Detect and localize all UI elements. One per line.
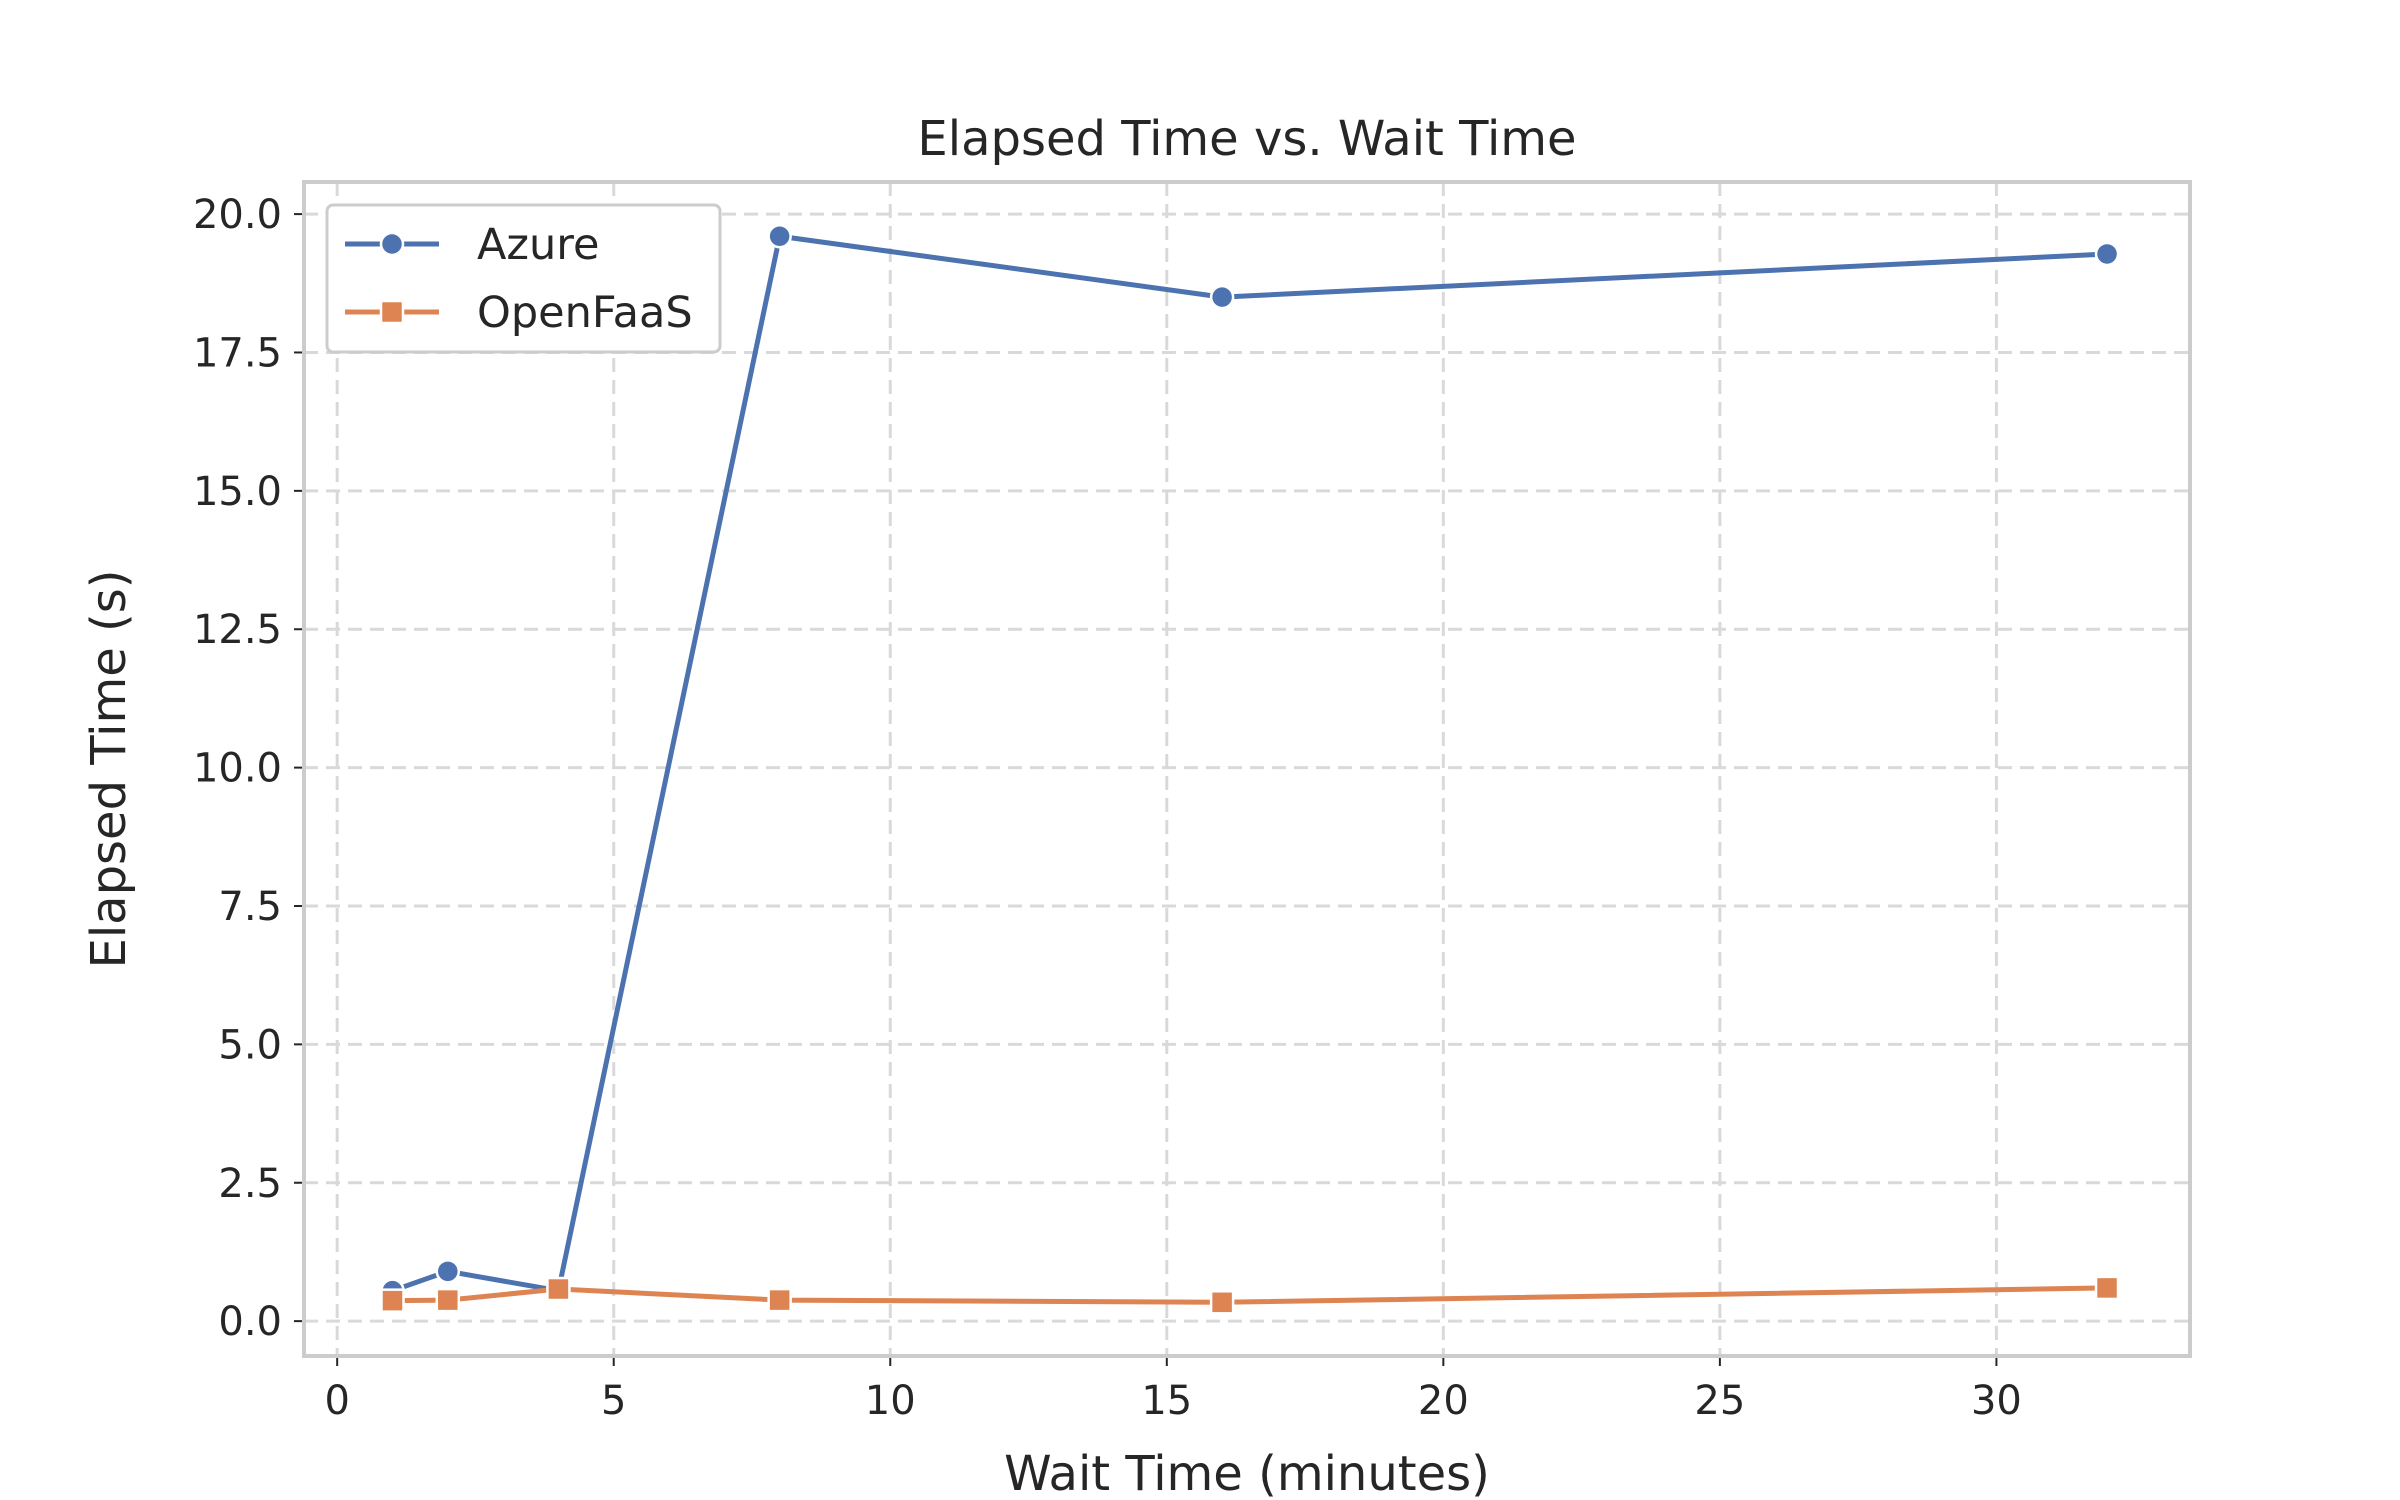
x-axis-label: Wait Time (minutes) [1004, 1446, 1490, 1500]
y-tick-label: 7.5 [218, 884, 282, 930]
legend-circle-marker [379, 231, 405, 257]
y-tick-label: 10.0 [193, 746, 282, 792]
y-tick-label: 0.0 [218, 1299, 282, 1345]
y-tick-label: 12.5 [193, 607, 282, 653]
y-tick-label: 17.5 [193, 330, 282, 376]
data-point [435, 1287, 461, 1313]
y-tick-label: 15.0 [193, 469, 282, 515]
x-tick-label: 10 [865, 1378, 916, 1424]
legend-item-openfaas: OpenFaaS [345, 288, 693, 338]
plot-frame [302, 180, 2192, 1358]
ticks: 0 5 10 15 20 25 30 0.0 2.5 5.0 7.5 10.0 12.5 15.0 17.5… [193, 192, 2022, 1424]
y-tick-label: 5.0 [218, 1022, 282, 1068]
y-tick-label: 2.5 [218, 1161, 282, 1207]
legend-label: OpenFaaS [477, 288, 693, 338]
x-tick-label: 0 [324, 1378, 349, 1424]
data-point [380, 1288, 405, 1313]
x-tick-label: 30 [1971, 1378, 2022, 1424]
x-tick-label: 5 [601, 1378, 626, 1424]
x-tick-label: 20 [1418, 1378, 1469, 1424]
x-tick-label: 25 [1694, 1378, 1745, 1424]
data-point [1209, 284, 1235, 310]
data-point [1209, 1290, 1235, 1315]
data-point [2094, 241, 2120, 267]
data-point [767, 1287, 792, 1313]
series-openfaas [380, 1275, 2120, 1315]
legend: Azure OpenFaaS [325, 203, 722, 354]
series-layer [380, 223, 2120, 1315]
legend-label: Azure [477, 220, 599, 270]
y-tick-label: 20.0 [193, 192, 282, 238]
y-axis-label: Elapsed Time (s) [81, 570, 137, 969]
data-point [767, 223, 792, 249]
legend-item-azure: Azure [345, 220, 599, 270]
data-point [435, 1259, 461, 1284]
chart-title: Elapsed Time vs. Wait Time [917, 111, 1576, 167]
data-point [546, 1276, 571, 1302]
x-tick-label: 15 [1141, 1378, 1192, 1424]
legend-square-marker [379, 299, 405, 325]
data-point [2094, 1275, 2120, 1301]
